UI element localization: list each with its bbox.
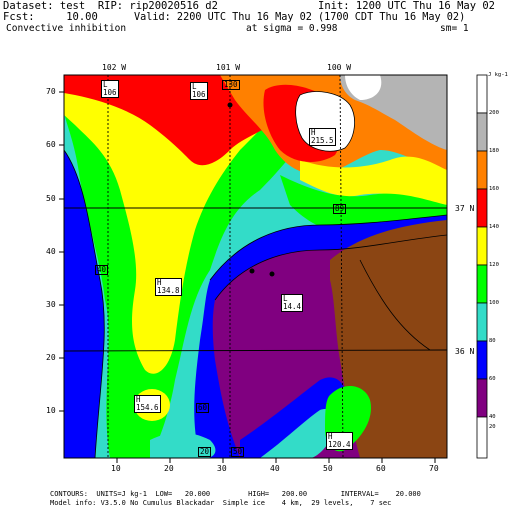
- lat-label: 37 N: [455, 204, 475, 213]
- y-tick-label: 10: [46, 406, 56, 415]
- colorbar-label: 40: [489, 414, 496, 420]
- lon-label: 102 W: [102, 63, 127, 72]
- x-tick-label: 10: [111, 464, 121, 473]
- y-tick-label: 30: [46, 300, 56, 309]
- footer-model-info: Model info: V3.5.0 No Cumulus Blackadar …: [50, 499, 392, 507]
- map-marker: H 215.5: [309, 128, 336, 146]
- colorbar-label: 80: [489, 338, 496, 344]
- colorbar: [476, 74, 488, 459]
- y-tick-label: 60: [46, 140, 56, 149]
- filled-contours: [64, 75, 447, 458]
- colorbar-label: 140: [489, 224, 499, 230]
- y-tick-label: 40: [46, 247, 56, 256]
- y-tick-label: 50: [46, 194, 56, 203]
- map-marker: 60: [196, 403, 210, 413]
- colorbar-label: 200: [489, 110, 499, 116]
- axis-ticks: [59, 91, 436, 463]
- header-line2-right: Valid: 2200 UTC Thu 16 May 02 (1700 CDT …: [134, 12, 466, 23]
- colorbar-label: 160: [489, 186, 499, 192]
- header-line3-mid: at sigma = 0.998: [246, 23, 338, 34]
- header-line1-right: Init: 1200 UTC Thu 16 May 02: [318, 0, 496, 12]
- x-tick-label: 60: [376, 464, 386, 473]
- map-marker: 130: [222, 80, 240, 90]
- city-dot: [269, 271, 275, 277]
- map-marker: H 120.4: [326, 432, 353, 450]
- colorbar-label: 100: [489, 300, 499, 306]
- map-marker: H 154.6: [134, 395, 161, 413]
- plot-frame: [63, 74, 448, 459]
- x-tick-label: 50: [323, 464, 333, 473]
- colorbar-label: 20: [489, 424, 496, 430]
- header-line2-left: Fcst: 10.00: [3, 11, 98, 23]
- map-marker: 20: [198, 447, 212, 457]
- colorbar-unit: J kg-1: [488, 72, 508, 78]
- city-dot: [249, 268, 255, 274]
- map-marker: 89: [333, 204, 347, 214]
- lat-label: 36 N: [455, 347, 475, 356]
- contour-lines: [64, 91, 447, 458]
- header-line3-left: Convective inhibition: [6, 23, 127, 34]
- map-marker: L 106: [190, 82, 208, 100]
- y-tick-label: 20: [46, 353, 56, 362]
- map-marker: L 14.4: [281, 294, 304, 312]
- lon-label: 100 W: [327, 63, 352, 72]
- colorbar-label: 180: [489, 148, 499, 154]
- colorbar-label: 120: [489, 262, 499, 268]
- map-marker: 40: [95, 265, 109, 275]
- y-tick-label: 70: [46, 87, 56, 96]
- header-line1-left: Dataset: test RIP: rip20020516 d2: [3, 0, 218, 12]
- x-tick-label: 40: [270, 464, 280, 473]
- map-marker: L 106: [101, 80, 119, 98]
- footer-contours: CONTOURS: UNITS=J kg-1 LOW= 20.000 HIGH=…: [50, 490, 421, 498]
- geo-grid: [63, 74, 448, 459]
- colorbar-label: 60: [489, 376, 496, 382]
- x-tick-label: 70: [429, 464, 439, 473]
- x-tick-label: 20: [164, 464, 174, 473]
- x-tick-label: 30: [217, 464, 227, 473]
- map-marker: 50: [231, 447, 245, 457]
- lon-label: 101 W: [216, 63, 241, 72]
- header-line3-right: sm= 1: [440, 23, 469, 34]
- map-marker: H 134.8: [155, 278, 182, 296]
